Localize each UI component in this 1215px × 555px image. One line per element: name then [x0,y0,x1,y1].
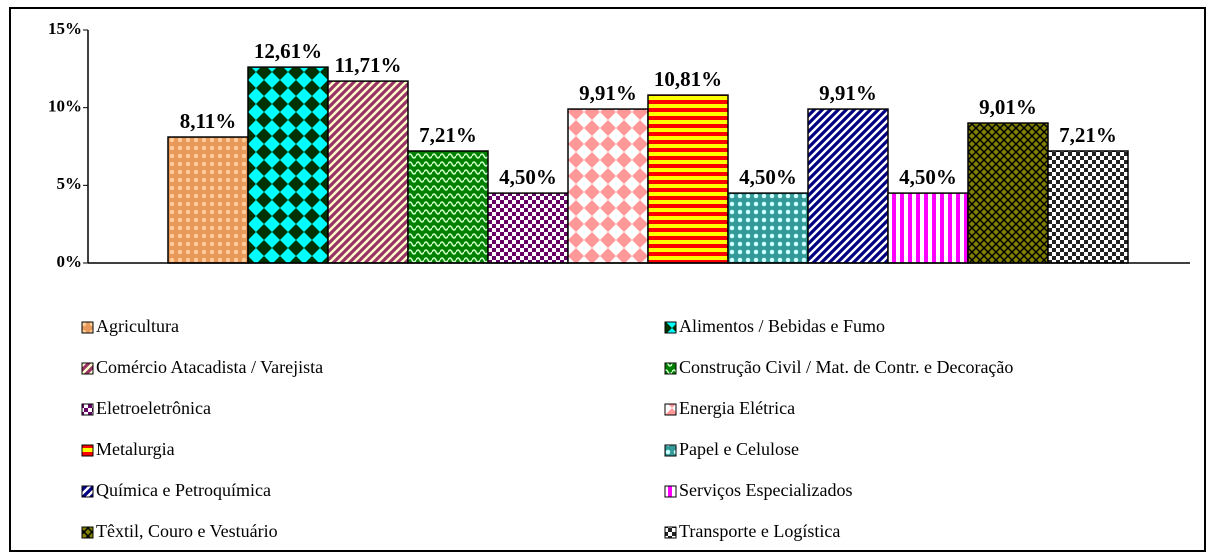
legend-swatch [81,444,94,457]
bar [247,66,329,264]
value-label: 7,21% [419,123,477,147]
legend-label: Metalurgia [96,439,175,459]
value-label: 9,91% [579,81,637,105]
value-label: 10,81% [654,67,722,91]
legend-label: Têxtil, Couro e Vestuário [96,521,278,541]
legend-label: Serviços Especializados [679,480,852,500]
legend-swatch [664,526,677,539]
legend-label: Construção Civil / Mat. de Contr. e Deco… [679,357,1013,377]
bar [727,192,809,264]
legend-swatch [664,403,677,416]
bar [967,122,1049,264]
bar [807,108,889,264]
legend-label: Agricultura [96,316,179,336]
bar [567,108,649,264]
bar [1047,150,1129,264]
bar [167,136,249,264]
legend-swatch [81,403,94,416]
chart-border [9,7,1206,552]
value-label: 12,61% [254,39,322,63]
value-label: 7,21% [1059,123,1117,147]
value-label: 4,50% [899,165,957,189]
y-tick-label: 10% [48,97,82,116]
value-label: 11,71% [334,53,401,77]
legend-label: Eletroeletrônica [96,398,211,418]
legend-swatch [664,485,677,498]
value-label: 4,50% [739,165,797,189]
bar [647,94,729,264]
legend-swatch [81,321,94,334]
value-label: 8,11% [180,109,237,133]
y-tick-label: 0% [57,252,83,271]
legend-label: Comércio Atacadista / Varejista [96,357,323,377]
y-tick-label: 5% [57,174,83,193]
bar [327,80,409,264]
bar [887,192,969,264]
legend-label: Química e Petroquímica [96,480,271,500]
legend-swatch [81,526,94,539]
value-label: 9,91% [819,81,877,105]
legend-swatch [81,362,94,375]
bar [407,150,489,264]
legend-label: Transporte e Logística [679,521,840,541]
legend-swatch [81,485,94,498]
value-label: 9,01% [979,95,1037,119]
legend-label: Energia Elétrica [679,398,795,418]
bar [487,192,569,264]
value-label: 4,50% [499,165,557,189]
legend-swatch [664,444,677,457]
legend-label: Alimentos / Bebidas e Fumo [679,316,885,336]
legend-label: Papel e Celulose [679,439,799,459]
y-tick-label: 15% [48,19,82,38]
legend-swatch [664,362,677,375]
legend-swatch [664,321,677,334]
